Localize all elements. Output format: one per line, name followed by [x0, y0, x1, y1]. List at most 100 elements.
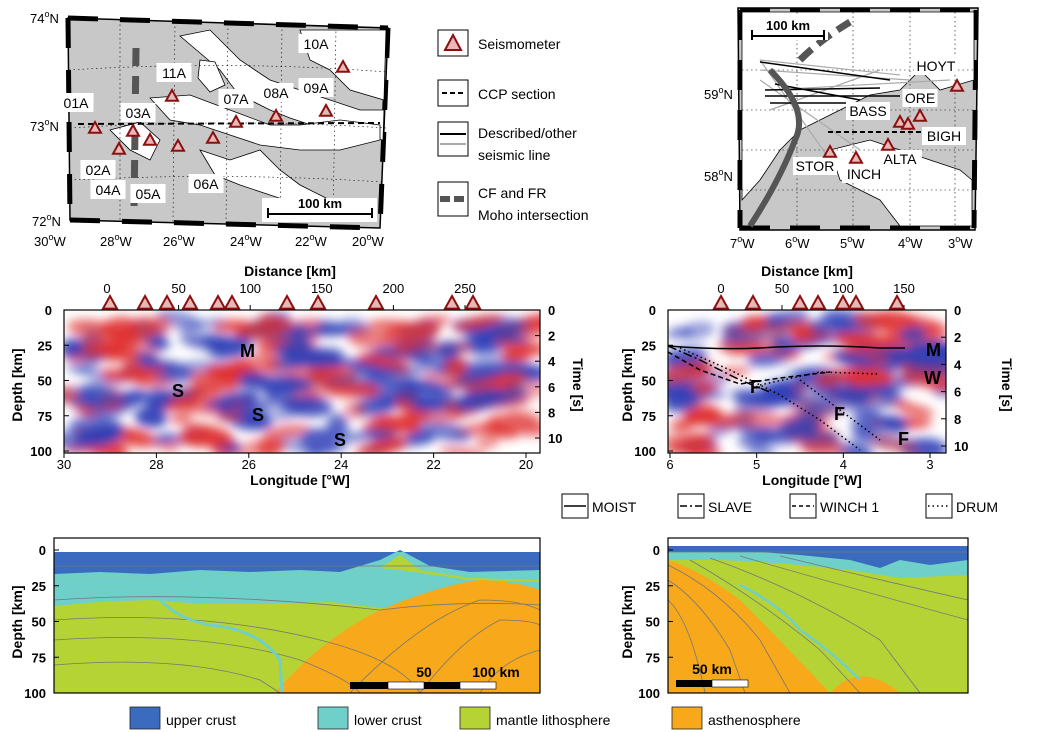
svg-text:20oW: 20oW — [352, 232, 384, 249]
right-map-scalebar: 100 km — [748, 16, 828, 40]
tick-label: 20 — [519, 457, 533, 472]
station-label-bg — [58, 93, 94, 112]
tick-label: 8 — [954, 412, 961, 427]
tick-label: 6 — [548, 380, 555, 395]
tick-label: 100 — [832, 281, 854, 296]
station-triangle — [880, 136, 896, 151]
left-model: 50 100 km Depth [km] 0 25 50 75 100 — [9, 537, 541, 701]
amplitude-patch — [262, 424, 310, 439]
amplitude-patch — [304, 427, 367, 443]
station-label-bg — [156, 63, 192, 82]
amplitude-patch — [872, 310, 921, 332]
tick-label: 100 — [24, 686, 46, 701]
legend-swatch — [317, 706, 349, 730]
svg-text:5oW: 5oW — [840, 234, 865, 251]
amplitude-patch — [871, 435, 919, 453]
amplitude-patch — [895, 402, 935, 417]
tick-label: 22 — [426, 457, 440, 472]
station-label: 05A — [136, 186, 162, 202]
amplitude-patch — [205, 391, 260, 409]
station-triangle — [111, 140, 127, 155]
tick-label: 50 — [642, 374, 656, 389]
left-label-s1: S — [172, 381, 184, 401]
right-section-stations — [712, 293, 906, 310]
legend-layer-label: upper crust — [166, 712, 236, 728]
tick-label: 75 — [38, 409, 52, 424]
svg-text:3oW: 3oW — [948, 234, 973, 251]
amplitude-patch — [74, 386, 119, 407]
right-map-lon-labels: 7oW 6oW 5oW 4oW 3oW — [730, 234, 973, 251]
amplitude-patch — [833, 332, 897, 350]
amplitude-patch — [272, 340, 312, 355]
station-label: 11A — [162, 65, 187, 81]
station-label: 09A — [304, 80, 330, 96]
amplitude-patch — [343, 400, 367, 419]
tick-label: 5 — [753, 457, 760, 472]
station-label-bg — [922, 127, 966, 145]
station-label-bg — [258, 83, 294, 102]
legend-moho-label-1: CF and FR — [478, 185, 546, 201]
amplitude-patch — [436, 340, 460, 361]
tick-label: 10 — [548, 431, 562, 446]
station-label: 03A — [126, 105, 152, 121]
amplitude-patch — [668, 391, 701, 413]
tick-label: 24 — [334, 457, 348, 472]
amplitude-patch — [155, 441, 181, 452]
tick-label: 10 — [954, 439, 968, 454]
amplitude-patch — [921, 321, 946, 342]
left-map-lon-labels: 30oW 28oW 26oW 24oW 22oW 20oW — [34, 232, 384, 249]
amplitude-patch — [690, 381, 718, 393]
tick-label: 50 — [775, 281, 789, 296]
amplitude-patch — [409, 362, 455, 374]
amplitude-patch — [64, 431, 91, 450]
tick-label: 75 — [642, 409, 656, 424]
svg-text:50 km: 50 km — [692, 661, 732, 677]
station-label: 04A — [96, 182, 122, 198]
section-station-triangle — [181, 293, 199, 310]
tick-label: 50 — [646, 615, 660, 630]
amplitude-patch — [151, 315, 172, 334]
drum-line-1 — [679, 347, 861, 451]
left-model-depth-ticks: 0 25 50 75 100 — [24, 543, 59, 701]
amplitude-patch — [668, 431, 716, 448]
legend-layer-label: lower crust — [354, 712, 422, 728]
amplitude-patch — [219, 336, 253, 347]
legend-swatch — [129, 706, 161, 730]
left-section: Distance [km] 0 50 100 150 200 250 Depth [km]… — [9, 263, 586, 488]
line-legend: MOIST SLAVE WINCH 1 DRUM — [561, 493, 998, 519]
amplitude-patch — [238, 372, 270, 387]
section-station-triangle — [367, 293, 385, 310]
station-triangle — [912, 107, 928, 122]
section-station-triangle — [101, 293, 119, 310]
legend-layer-label: asthenosphere — [708, 712, 801, 728]
amplitude-patch — [73, 404, 98, 416]
amplitude-patch — [480, 325, 523, 339]
amplitude-patch — [719, 366, 751, 377]
right-distance-title: Distance [km] — [761, 263, 853, 279]
right-lat-label-59: 59oN — [704, 85, 733, 102]
right-longitude-title: Longitude [°W] — [762, 472, 862, 488]
amplitude-patch — [177, 431, 235, 448]
tick-label: 8 — [548, 405, 555, 420]
section-station-triangle — [443, 293, 461, 310]
amplitude-patch — [475, 435, 499, 449]
tick-label: 50 — [32, 615, 46, 630]
station-triangle — [228, 113, 244, 128]
station-triangle — [268, 107, 284, 122]
left-section-stations — [101, 293, 482, 310]
section-station-triangle — [209, 293, 227, 310]
left-time-ticks: 0 2 4 6 8 10 — [535, 303, 562, 446]
amplitude-patch — [444, 357, 468, 376]
section-station-triangle — [223, 293, 241, 310]
amplitude-patch — [451, 371, 502, 389]
station-triangle — [125, 122, 141, 137]
drum-line-3 — [799, 379, 881, 441]
section-station-triangle — [278, 293, 296, 310]
station-label-bg — [914, 57, 958, 75]
tick-label: 75 — [646, 650, 660, 665]
svg-text:28oW: 28oW — [100, 232, 132, 249]
left-distance-title: Distance [km] — [244, 263, 336, 279]
station-label-bg — [120, 103, 156, 122]
